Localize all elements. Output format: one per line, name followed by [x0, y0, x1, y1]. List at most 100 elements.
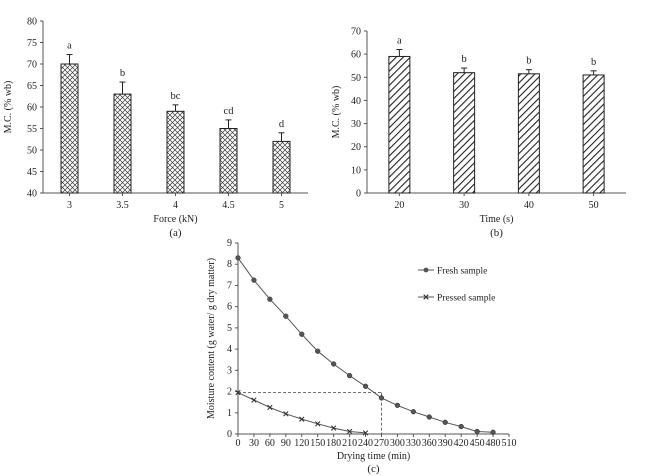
data-point	[362, 430, 369, 436]
panel-b-bar-chart: 0 10 20 30 40 50 60 70 a 20 b 30 b 40 b 50 Time (s) M.C. …	[331, 27, 626, 239]
significance-letter: a	[67, 41, 72, 52]
panel-label: (a)	[169, 227, 182, 239]
data-point	[251, 277, 257, 283]
y-tick-label: 9	[227, 238, 232, 249]
data-point	[315, 421, 321, 427]
y-tick-label: 30	[351, 119, 361, 130]
x-tick-label: 60	[265, 438, 275, 449]
y-tick-label: 8	[227, 259, 232, 270]
data-point	[283, 313, 289, 319]
x-axis-title: Time (s)	[480, 214, 514, 225]
data-point	[251, 397, 257, 403]
x-tick-label: 150	[310, 438, 325, 449]
y-axis-title: M.C. (% wb)	[331, 86, 342, 139]
x-tick-label: 5	[279, 200, 284, 211]
y-tick-label: 65	[27, 81, 37, 92]
y-tick-label: 50	[27, 146, 37, 157]
bar	[272, 140, 291, 194]
x-tick-label: 330	[406, 438, 421, 449]
x-tick-label: 360	[422, 438, 437, 449]
bar	[60, 63, 79, 194]
panel-label: (b)	[490, 227, 503, 239]
y-tick-label: 40	[351, 96, 361, 107]
bar	[113, 93, 132, 194]
x-tick-label: 270	[374, 438, 389, 449]
panel-a-bar-chart: 40 45 50 55 60 65 70 75 80 a 3 b 3.5 bc 4 cd 4.5 d 5 Force …	[3, 17, 308, 239]
y-tick-label: 10	[351, 165, 361, 176]
data-point	[267, 404, 273, 411]
significance-letter: d	[279, 119, 285, 130]
significance-letter: b	[462, 54, 467, 65]
data-point	[235, 255, 241, 261]
y-tick-label: 5	[227, 323, 232, 334]
y-tick-label: 40	[27, 189, 37, 200]
data-point	[283, 411, 289, 417]
bar	[388, 55, 411, 194]
data-point	[330, 425, 337, 431]
y-tick-label: 55	[27, 124, 37, 135]
y-tick-label: 0	[356, 189, 361, 200]
legend-marker	[423, 294, 429, 300]
x-tick-label: 510	[502, 438, 517, 449]
x-tick-label: 3.5	[116, 200, 129, 211]
data-point	[346, 372, 353, 379]
x-tick-label: 480	[486, 438, 501, 449]
x-tick-label: 40	[524, 200, 534, 211]
significance-letter: b	[120, 68, 125, 79]
bar	[517, 73, 540, 194]
x-tick-label: 390	[438, 438, 453, 449]
x-axis-title: Force (kN)	[153, 214, 197, 225]
y-tick-label: 45	[27, 167, 37, 178]
y-tick-label: 60	[351, 50, 361, 61]
data-point	[474, 428, 480, 435]
series-line-pressed	[237, 392, 366, 434]
x-tick-label: 30	[459, 200, 469, 211]
legend-label: Fresh sample	[437, 267, 487, 277]
data-point	[299, 331, 305, 337]
y-tick-label: 50	[351, 73, 361, 84]
y-tick-label: 1	[227, 408, 232, 419]
significance-letter: cd	[224, 106, 235, 117]
y-tick-label: 7	[227, 280, 232, 291]
significance-letter: b	[526, 56, 531, 67]
data-point	[426, 414, 432, 420]
series-line-fresh	[237, 257, 494, 433]
y-tick-label: 0	[227, 429, 232, 440]
x-tick-label: 450	[470, 438, 485, 449]
data-point	[394, 402, 401, 409]
y-tick-label: 3	[227, 365, 232, 376]
x-tick-label: 4.5	[222, 200, 235, 211]
data-point	[490, 429, 496, 435]
data-point	[410, 409, 417, 415]
y-axis-title: Moisture content (g water/ g dry matter)	[206, 258, 217, 419]
x-tick-label: 20	[394, 200, 404, 211]
significance-letter: a	[397, 36, 402, 47]
x-tick-label: 0	[236, 438, 241, 449]
y-tick-label: 4	[227, 344, 232, 355]
significance-letter: bc	[171, 91, 181, 102]
data-point	[330, 361, 337, 367]
x-tick-label: 420	[454, 438, 469, 449]
bar	[582, 74, 605, 194]
x-tick-label: 30	[249, 438, 259, 449]
bar	[453, 72, 476, 194]
legend-label: Pressed sample	[437, 294, 495, 304]
x-axis-title: Drying time (min)	[337, 451, 410, 462]
x-tick-label: 240	[358, 438, 373, 449]
data-point	[235, 389, 241, 396]
legend-marker	[423, 267, 429, 273]
y-tick-label: 70	[27, 60, 37, 71]
y-tick-label: 60	[27, 103, 37, 114]
data-point	[442, 419, 448, 425]
x-tick-label: 120	[294, 438, 309, 449]
x-tick-label: 210	[342, 438, 357, 449]
x-tick-label: 4	[173, 200, 178, 211]
y-axis-title: M.C. (% wb)	[3, 81, 14, 134]
panel-label: (c)	[367, 463, 380, 475]
y-tick-label: 80	[27, 17, 37, 28]
y-tick-label: 6	[227, 302, 232, 313]
significance-letter: b	[591, 57, 596, 68]
data-point	[346, 428, 353, 435]
data-point	[362, 383, 369, 389]
